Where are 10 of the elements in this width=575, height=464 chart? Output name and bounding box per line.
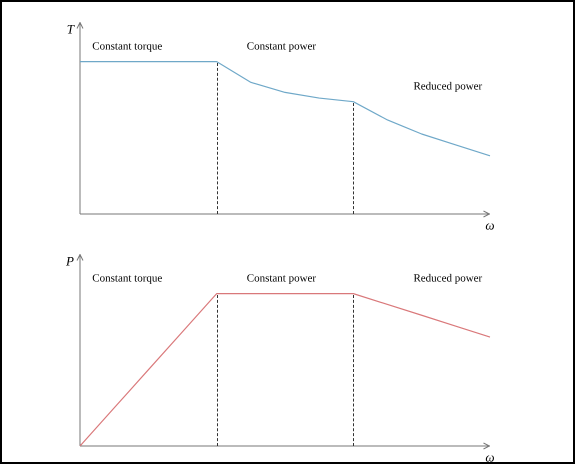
text: Constant torque: [92, 40, 162, 53]
text: Constant power: [246, 272, 316, 285]
annotation: Reduced power: [413, 80, 483, 93]
x-axis-title: ω: [485, 449, 495, 464]
text: Constant power: [246, 40, 316, 53]
x-axis-title: ω: [485, 217, 495, 232]
text: Reduced power: [413, 272, 483, 285]
y-axis-title: P: [65, 253, 74, 268]
y-axis-title: T: [66, 21, 75, 36]
text: Constant torque: [92, 272, 162, 285]
